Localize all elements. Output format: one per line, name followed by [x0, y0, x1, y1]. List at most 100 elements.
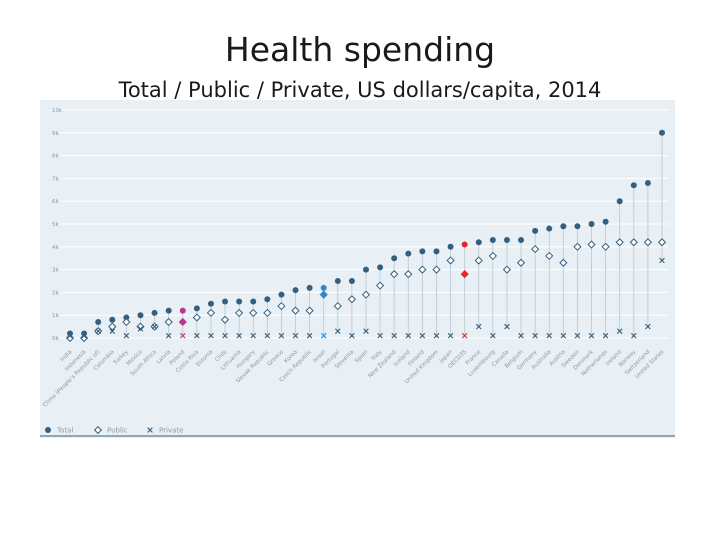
- private-point: [461, 332, 468, 339]
- total-point: [95, 319, 102, 326]
- public-point: [164, 317, 173, 327]
- private-point: [391, 332, 397, 339]
- private-point: [250, 332, 257, 339]
- public-point: [615, 238, 624, 247]
- total-point: [207, 300, 214, 307]
- total-point: [193, 305, 200, 312]
- total-point: [165, 307, 172, 314]
- private-point: [616, 328, 623, 334]
- legend-public-label: Public: [107, 427, 128, 435]
- public-point: [390, 270, 399, 279]
- public-point: [178, 317, 187, 327]
- grid-lines: [60, 109, 668, 339]
- public-point: [573, 242, 582, 251]
- public-point: [333, 301, 342, 311]
- public-point: [559, 258, 568, 267]
- public-point: [488, 251, 497, 261]
- total-point: [405, 250, 412, 257]
- y-tick-label: 1k: [52, 313, 59, 319]
- private-point: [67, 332, 73, 339]
- legend-public-marker: [93, 425, 103, 435]
- total-point: [574, 223, 581, 230]
- private-point: [504, 323, 510, 330]
- private-point: [532, 332, 538, 339]
- public-point: [235, 308, 244, 318]
- private-point: [109, 328, 116, 334]
- private-point: [447, 332, 454, 339]
- private-point: [236, 332, 242, 339]
- public-point: [418, 265, 427, 274]
- private-point: [137, 326, 144, 332]
- private-point: [363, 328, 369, 334]
- data-marks: [65, 129, 667, 343]
- total-point: [588, 221, 595, 227]
- total-point: [306, 284, 313, 291]
- public-point: [122, 317, 131, 327]
- private-point: [264, 332, 271, 339]
- legend-private-marker: [147, 427, 153, 433]
- total-point: [602, 218, 609, 225]
- total-point: [433, 248, 440, 255]
- public-point: [206, 308, 216, 318]
- public-point: [531, 244, 540, 254]
- y-tick-label: 7k: [52, 176, 59, 182]
- private-point: [95, 328, 101, 334]
- private-point: [208, 332, 214, 339]
- public-point: [291, 306, 300, 315]
- private-point: [490, 332, 496, 339]
- total-point: [123, 314, 130, 321]
- private-point: [292, 332, 299, 339]
- private-point: [574, 332, 581, 339]
- total-point: [250, 298, 257, 305]
- private-point: [278, 332, 285, 339]
- legend-total-label: Total: [56, 427, 73, 435]
- total-point: [151, 309, 158, 316]
- total-point: [348, 278, 355, 284]
- private-point: [659, 257, 665, 264]
- private-point: [645, 323, 651, 330]
- private-point: [123, 332, 130, 339]
- total-point: [109, 316, 116, 323]
- total-point: [489, 236, 496, 243]
- y-tick-label: 5k: [52, 222, 59, 228]
- public-point: [516, 258, 526, 267]
- public-point: [601, 242, 610, 251]
- total-point: [503, 236, 510, 243]
- private-point: [405, 332, 412, 339]
- public-point: [432, 265, 441, 274]
- private-point: [81, 332, 87, 339]
- private-point: [320, 332, 327, 339]
- y-tick-label: 8k: [52, 154, 59, 160]
- total-point: [292, 287, 299, 294]
- public-point: [502, 265, 512, 274]
- private-point: [151, 323, 158, 330]
- private-point: [194, 332, 200, 339]
- public-point: [460, 270, 469, 279]
- private-point: [306, 332, 313, 339]
- private-point: [560, 332, 567, 339]
- public-point: [263, 308, 272, 318]
- private-point: [377, 332, 383, 339]
- total-point: [461, 241, 468, 248]
- total-point: [179, 307, 186, 314]
- total-point: [419, 248, 426, 255]
- total-point: [532, 227, 539, 234]
- legend: Total Public Private: [45, 425, 183, 435]
- y-tick-label: 3k: [52, 268, 59, 274]
- private-point: [222, 332, 228, 339]
- public-point: [277, 301, 286, 311]
- private-point: [433, 332, 440, 339]
- public-point: [136, 322, 145, 331]
- total-point: [334, 278, 341, 284]
- public-point: [446, 256, 455, 265]
- public-point: [629, 238, 638, 247]
- y-tick-label: 9k: [52, 131, 59, 137]
- total-point: [560, 223, 567, 230]
- public-point: [220, 315, 230, 324]
- total-point: [363, 266, 369, 273]
- total-point: [222, 298, 229, 305]
- public-point: [319, 290, 328, 299]
- y-tick-label: 6k: [52, 199, 59, 205]
- total-point: [236, 298, 243, 305]
- slide-subtitle: Total / Public / Private, US dollars/cap…: [118, 78, 602, 102]
